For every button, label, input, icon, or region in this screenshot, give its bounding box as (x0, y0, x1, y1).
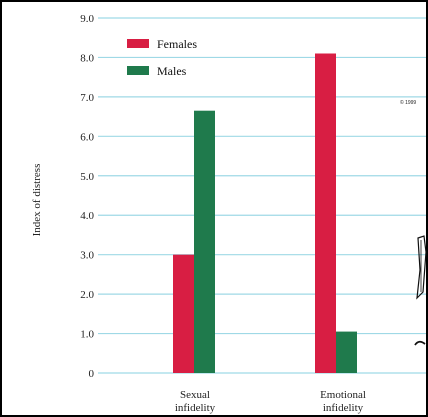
category-label-emotional-line1: Emotional (320, 389, 366, 401)
bar-females-1 (315, 53, 336, 373)
y-tick-label: 0 (89, 368, 95, 380)
category-label-sexual-line1: Sexual (180, 389, 210, 401)
y-tick-label: 5.0 (80, 171, 94, 183)
y-tick-labels: 0 1.0 2.0 3.0 4.0 5.0 6.0 7.0 8.0 9.0 (80, 13, 94, 380)
bars (173, 53, 357, 373)
legend-swatch-males (127, 66, 149, 75)
category-label-emotional-line2: infidelity (323, 402, 364, 414)
bar-males-1 (336, 331, 357, 373)
y-tick-label: 3.0 (80, 250, 94, 262)
copyright-note: © 1999 (400, 99, 416, 106)
legend: Females Males (127, 37, 197, 78)
y-tick-label: 6.0 (80, 131, 94, 143)
y-tick-label: 8.0 (80, 52, 94, 64)
y-tick-label: 1.0 (80, 329, 94, 341)
legend-label-females: Females (157, 37, 197, 51)
legend-label-males: Males (157, 64, 187, 78)
bar-males-0 (194, 110, 215, 373)
cropped-illustration (414, 235, 427, 346)
category-label-sexual-line2: infidelity (175, 402, 216, 414)
y-tick-label: 7.0 (80, 92, 94, 104)
y-tick-label: 9.0 (80, 13, 94, 25)
y-axis-label: Index of distress (31, 164, 43, 237)
legend-swatch-females (127, 39, 149, 48)
bar-females-0 (173, 254, 194, 373)
gridlines (98, 17, 426, 374)
y-tick-label: 2.0 (80, 289, 94, 301)
y-tick-label: 4.0 (80, 210, 94, 222)
